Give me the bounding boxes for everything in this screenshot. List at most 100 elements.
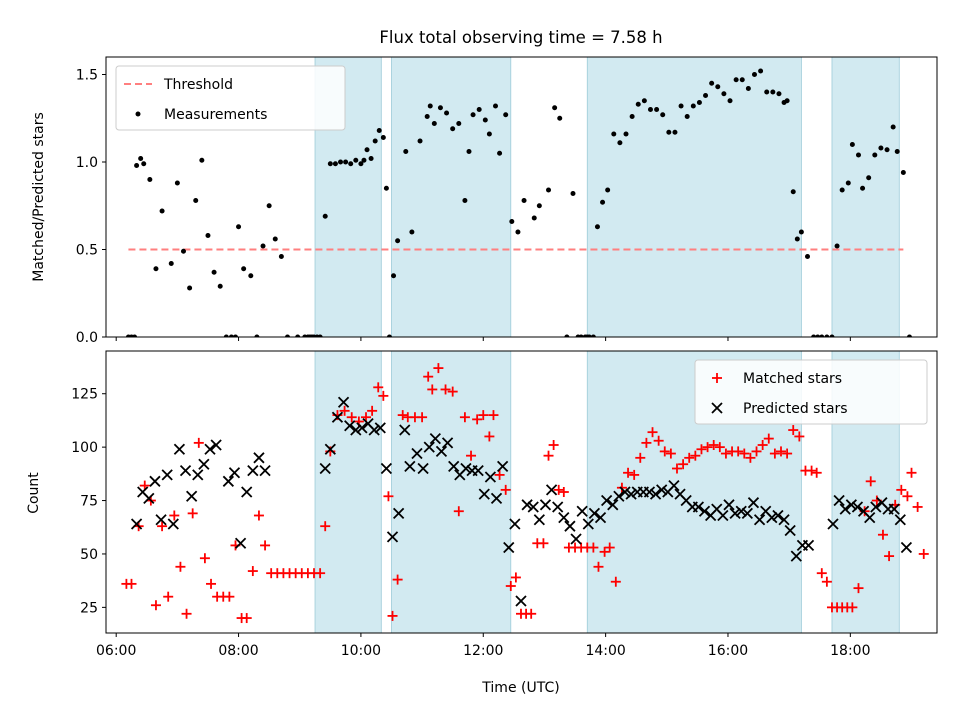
bottom-legend: Matched stars Predicted stars (694, 359, 928, 425)
matched-star-point (510, 572, 521, 583)
matched-star-point (169, 510, 180, 521)
top-panel: 0.0 0.5 1.0 1.5 Threshold Measurements (76, 56, 938, 346)
matched-star-point (769, 448, 780, 459)
predicted-star-point (717, 509, 729, 522)
matched-star-point (181, 608, 192, 619)
matched-star-point (558, 487, 569, 497)
measurement-point (860, 185, 866, 191)
predicted-star-point (839, 503, 851, 515)
predicted-star-point (539, 499, 552, 511)
predicted-star-point (582, 518, 594, 530)
matched-star-point (253, 510, 264, 521)
measurement-point (322, 213, 328, 219)
x-tick-label: 10:00 (341, 643, 381, 659)
matched-star-point (847, 602, 858, 613)
legend-box (115, 65, 346, 131)
predicted-star-point (601, 494, 613, 507)
measurement-point (248, 273, 254, 279)
measurement-point (815, 334, 821, 337)
matched-star-point (696, 444, 707, 455)
matched-star-point (126, 578, 137, 589)
predicted-star-point (472, 464, 484, 477)
measurement-point (497, 150, 503, 156)
measurement-point (794, 236, 800, 242)
measurement-point (866, 175, 872, 181)
matched-star-point (678, 459, 689, 470)
x-tick-label: 12:00 (463, 643, 503, 659)
predicted-star-point (766, 511, 778, 524)
measurement-point (211, 269, 217, 275)
predicted-star-point (576, 505, 588, 517)
matched-star-point (478, 410, 489, 421)
top-y-tick-label: 1.0 (76, 155, 98, 171)
measurement-point (764, 89, 770, 95)
predicted-star-point (851, 501, 864, 513)
predicted-star-point (802, 539, 815, 552)
measurement-point (839, 187, 845, 193)
measurement-point (159, 208, 165, 214)
matched-star-point (604, 542, 615, 553)
measurement-point (376, 128, 382, 133)
matched-star-point (494, 469, 505, 480)
bottom-y-tick-label: 50 (80, 547, 98, 563)
predicted-star-point (192, 469, 204, 481)
measurement-point (153, 266, 159, 272)
measurement-point (798, 229, 804, 235)
predicted-star-point (429, 432, 441, 445)
predicted-star-point (337, 396, 350, 408)
measurement-point (855, 152, 861, 158)
measurement-point (338, 159, 344, 165)
predicted-star-point (423, 441, 435, 453)
predicted-star-point (735, 505, 747, 517)
matched-star-point (775, 446, 786, 457)
predicted-star-point (344, 420, 356, 432)
bottom-panel: 06:00 08:00 10:00 12:00 14:00 16:00 18:00 25 50 7… (71, 350, 938, 659)
measurement-point (678, 103, 684, 109)
matched-star-point (821, 576, 832, 587)
matched-star-point (665, 448, 676, 459)
predicted-star-point (143, 492, 155, 505)
legend-measurement-swatch (135, 111, 141, 117)
matched-star-point (373, 382, 384, 393)
measurement-point (431, 121, 437, 126)
predicted-star-point (179, 464, 192, 477)
measurement-point (709, 80, 715, 86)
measurement-point (361, 157, 367, 163)
predicted-star-point (417, 462, 429, 475)
measurement-point (482, 117, 488, 123)
predicted-star-point (503, 541, 515, 554)
predicted-star-point (784, 524, 796, 537)
measurement-point (364, 147, 370, 153)
matched-star-point (853, 583, 864, 594)
measurement-point (784, 98, 790, 104)
measurement-point (486, 131, 492, 137)
matched-star-point (702, 442, 713, 453)
measurement-point (228, 334, 234, 337)
measurement-point (456, 121, 462, 126)
bottom-band-1 (391, 351, 511, 633)
measurement-point (380, 135, 386, 140)
predicted-star-point (888, 503, 900, 515)
measurement-point (343, 159, 349, 165)
matched-star-point (751, 446, 762, 457)
matched-star-point (794, 431, 805, 442)
matched-star-point (714, 442, 725, 453)
predicted-star-point (241, 486, 253, 498)
matched-star-point (440, 384, 451, 395)
measurement-point (138, 156, 144, 161)
measurement-point (696, 100, 702, 105)
predicted-star-point (521, 499, 533, 511)
measurement-point (217, 283, 223, 289)
top-y-tick-label: 0.0 (76, 330, 98, 346)
matched-star-point (199, 553, 210, 564)
matched-star-point (500, 484, 511, 495)
measurement-point (427, 103, 433, 109)
predicted-star-point (545, 484, 558, 496)
predicted-star-point (747, 497, 760, 509)
predicted-star-point (778, 514, 790, 526)
predicted-star-point (625, 488, 637, 500)
measurement-point (531, 215, 537, 221)
measurement-point (424, 114, 430, 119)
measurement-point (586, 334, 592, 337)
